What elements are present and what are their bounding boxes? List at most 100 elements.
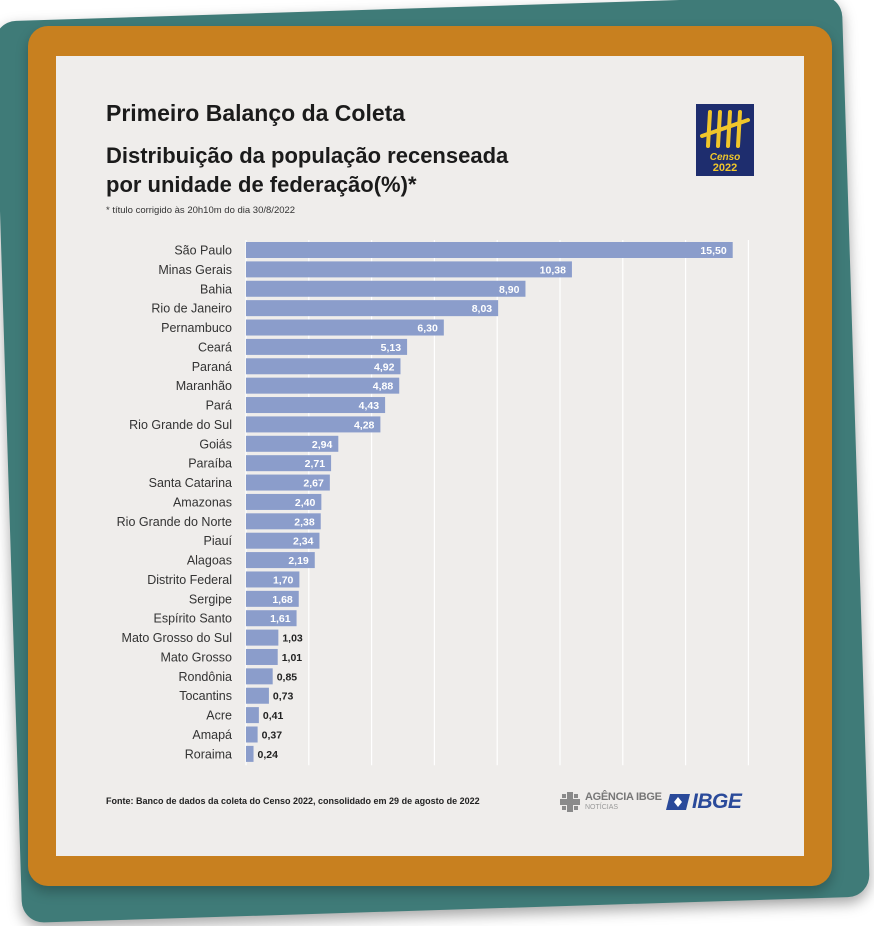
- bar: [246, 668, 273, 685]
- bar: [246, 610, 297, 627]
- category-label: São Paulo: [174, 244, 232, 258]
- value-label: 2,38: [294, 516, 315, 528]
- value-label: 2,40: [295, 497, 316, 509]
- category-label: Rio de Janeiro: [151, 302, 232, 316]
- category-label: Amazonas: [173, 495, 232, 509]
- category-label: Pará: [206, 399, 232, 413]
- value-label: 1,01: [282, 652, 303, 664]
- agencia-emblem-icon: [560, 792, 580, 812]
- category-label: Tocantins: [179, 689, 232, 703]
- ibge-logo: IBGE: [666, 790, 758, 814]
- category-label: Alagoas: [187, 554, 232, 568]
- value-label: 0,24: [258, 749, 279, 761]
- category-label: Paraíba: [188, 457, 232, 471]
- category-label: Rio Grande do Norte: [117, 515, 232, 529]
- bar: [246, 571, 300, 588]
- bar: [246, 590, 299, 607]
- category-label: Paraná: [192, 360, 232, 374]
- chart-grid: [245, 240, 750, 766]
- value-label: 0,85: [277, 671, 298, 683]
- category-label: Amapá: [192, 728, 232, 742]
- chart-bars: [246, 242, 733, 762]
- category-label: Goiás: [199, 437, 232, 451]
- category-label: Rio Grande do Sul: [129, 418, 232, 432]
- category-label: Santa Catarina: [149, 476, 232, 490]
- bar: [246, 300, 499, 317]
- bar: [246, 397, 386, 414]
- bar-chart: São Paulo Minas Gerais Bahia Rio de Janeiro…: [117, 240, 750, 766]
- value-label: 1,61: [270, 613, 291, 625]
- value-label: 2,19: [288, 555, 309, 567]
- category-label: Minas Gerais: [158, 263, 232, 277]
- bar: [246, 338, 408, 355]
- bar: [246, 377, 400, 394]
- bar: [246, 726, 258, 743]
- category-label: Sergipe: [189, 592, 232, 606]
- category-label: Bahia: [200, 282, 232, 296]
- bar: [246, 474, 330, 491]
- value-label: 0,73: [273, 691, 294, 703]
- value-label: 6,30: [417, 323, 438, 335]
- value-label: 5,13: [381, 342, 402, 354]
- value-label: 2,71: [305, 458, 326, 470]
- bar: [246, 435, 339, 452]
- bar: [246, 745, 254, 762]
- bar: [246, 416, 381, 433]
- value-label: 8,03: [472, 303, 493, 315]
- agencia-ibge-logo: AGÊNCIA IBGE NOTÍCIAS: [558, 789, 662, 815]
- value-label: 1,70: [273, 574, 294, 586]
- agencia-subname: NOTÍCIAS: [585, 804, 619, 811]
- ibge-wordmark: IBGE: [692, 790, 742, 813]
- infographic-panel: [56, 56, 804, 856]
- bar: [246, 532, 320, 549]
- category-label: Piauí: [204, 534, 233, 548]
- category-label: Rondônia: [178, 670, 232, 684]
- value-label: 1,68: [272, 594, 293, 606]
- bar: [246, 280, 526, 297]
- value-label: 2,94: [312, 439, 333, 451]
- category-label: Ceará: [198, 340, 232, 354]
- value-label: 0,41: [263, 710, 284, 722]
- value-label: 0,37: [262, 730, 283, 742]
- censo-year: 2022: [712, 162, 738, 174]
- bar: [246, 261, 572, 278]
- censo-2022-logo: Censo 2022: [696, 104, 754, 176]
- bar: [246, 455, 332, 472]
- category-label: Espírito Santo: [153, 612, 232, 626]
- category-label: Distrito Federal: [147, 573, 232, 587]
- bar: [246, 513, 321, 530]
- value-label: 8,90: [499, 284, 520, 296]
- bar: [246, 319, 444, 336]
- category-label: Mato Grosso: [160, 650, 232, 664]
- value-label: 10,38: [540, 264, 566, 276]
- chart-title: Primeiro Balanço da Coleta: [106, 100, 406, 126]
- correction-note: * título corrigido às 20h10m do dia 30/8…: [106, 205, 296, 216]
- agencia-name: AGÊNCIA IBGE: [585, 791, 662, 803]
- bar: [246, 629, 279, 646]
- bar: [246, 707, 259, 724]
- category-label: Pernambuco: [161, 321, 232, 335]
- value-label: 4,28: [354, 419, 375, 431]
- data-source: Fonte: Banco de dados da coleta do Censo…: [106, 796, 480, 806]
- bar: [246, 552, 315, 569]
- ibge-emblem-icon: [666, 794, 690, 810]
- bar: [246, 648, 278, 665]
- value-labels: 15,50 10,38 8,90 8,03 6,30 5,13 4,92 4,88 4,43 4,…: [258, 245, 727, 761]
- censo-word: Censo: [709, 152, 741, 163]
- value-label: 4,43: [359, 400, 380, 412]
- bar: [246, 358, 401, 375]
- value-label: 2,67: [303, 478, 324, 490]
- value-label: 2,34: [293, 536, 314, 548]
- bar: [246, 242, 733, 258]
- value-label: 4,88: [373, 381, 394, 393]
- category-label: Acre: [206, 709, 232, 723]
- value-label: 4,92: [374, 361, 395, 373]
- category-label: Roraima: [185, 747, 232, 761]
- category-label: Mato Grosso do Sul: [122, 631, 232, 645]
- tally-marks-icon: [700, 110, 750, 148]
- category-label: Maranhão: [176, 379, 232, 393]
- category-labels: São Paulo Minas Gerais Bahia Rio de Janeiro…: [117, 244, 233, 762]
- chart-subtitle: Distribuição da população recenseada por…: [106, 143, 509, 197]
- bar: [246, 687, 269, 704]
- bar: [246, 493, 322, 510]
